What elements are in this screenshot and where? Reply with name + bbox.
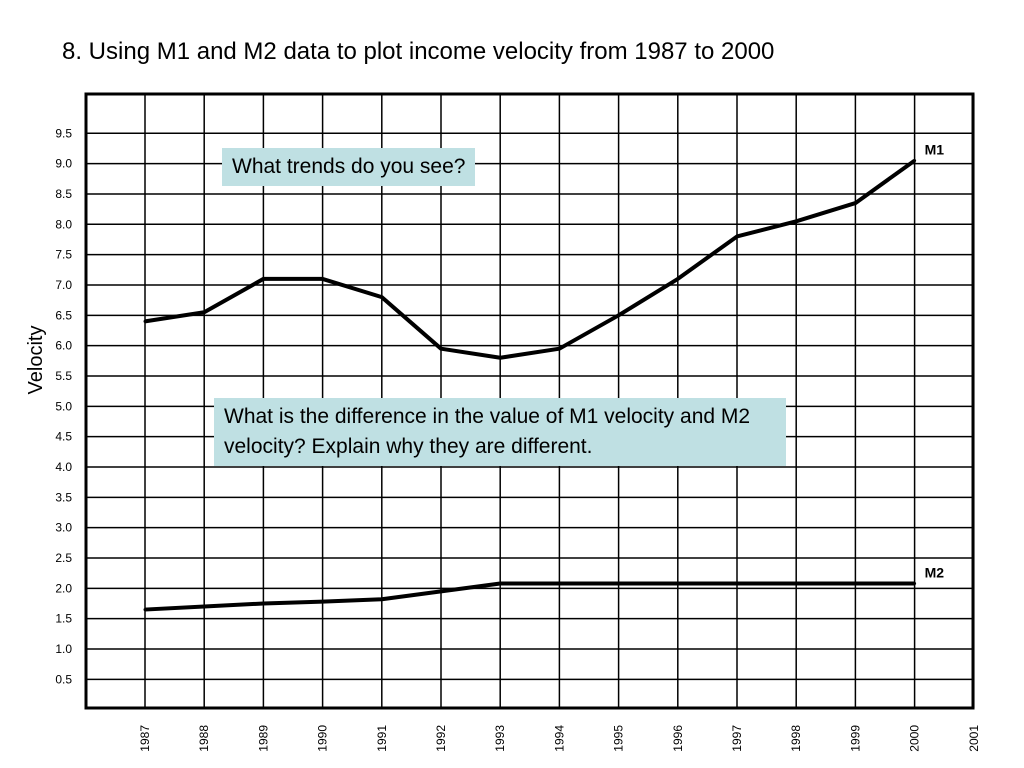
data-point-m2 xyxy=(617,581,621,585)
series-label-m1: M1 xyxy=(925,142,945,158)
x-tick-label: 1994 xyxy=(552,725,566,752)
y-tick-label: 9.5 xyxy=(55,126,72,140)
y-axis-label: Velocity xyxy=(25,326,47,395)
data-point-m2 xyxy=(913,581,917,585)
x-tick-label: 1998 xyxy=(789,725,803,752)
data-point-m1 xyxy=(321,277,325,281)
data-point-m2 xyxy=(321,600,325,604)
series-lines xyxy=(143,158,917,612)
data-point-m1 xyxy=(498,356,502,360)
y-tick-label: 1.0 xyxy=(55,642,72,656)
data-point-m1 xyxy=(380,295,384,299)
data-point-m2 xyxy=(261,601,265,605)
y-tick-label: 2.5 xyxy=(55,551,72,565)
x-tick-label: 2001 xyxy=(967,725,981,752)
y-tick-label: 9.0 xyxy=(55,157,72,171)
y-tick-label: 8.0 xyxy=(55,217,72,231)
data-point-m2 xyxy=(143,608,147,612)
data-point-m1 xyxy=(143,319,147,323)
y-tick-label: 5.5 xyxy=(55,369,72,383)
x-tick-label: 1997 xyxy=(730,725,744,752)
x-tick-label: 1988 xyxy=(197,725,211,752)
x-tick-label: 1987 xyxy=(138,725,152,752)
data-point-m1 xyxy=(439,347,443,351)
callout-difference-question: What is the difference in the value of M… xyxy=(214,398,786,466)
x-tick-label: 2000 xyxy=(908,725,922,752)
y-tick-labels: 9.5 9.0 8.5 8.0 7.5 7.0 6.5 6.0 5.5 5.0 4.5 4.0 3.5 3… xyxy=(55,126,72,686)
series-labels: M1 M2 xyxy=(925,142,945,581)
y-tick-label: 0.5 xyxy=(55,672,72,686)
data-point-m2 xyxy=(557,581,561,585)
data-point-m1 xyxy=(853,201,857,205)
series-label-m2: M2 xyxy=(925,564,945,580)
y-tick-label: 2.0 xyxy=(55,581,72,595)
x-tick-label: 1999 xyxy=(848,725,862,752)
data-point-m1 xyxy=(557,347,561,351)
y-tick-label: 7.0 xyxy=(55,278,72,292)
data-point-m2 xyxy=(498,581,502,585)
x-tick-label: 1990 xyxy=(316,725,330,752)
x-tick-label: 1996 xyxy=(671,725,685,752)
data-point-m1 xyxy=(676,277,680,281)
data-point-m1 xyxy=(735,234,739,238)
data-point-m2 xyxy=(735,581,739,585)
y-tick-label: 1.5 xyxy=(55,612,72,626)
data-point-m2 xyxy=(202,605,206,609)
data-point-m2 xyxy=(794,581,798,585)
y-tick-label: 8.5 xyxy=(55,187,72,201)
y-tick-label: 4.5 xyxy=(55,430,72,444)
x-tick-label: 1993 xyxy=(493,725,507,752)
y-tick-label: 5.0 xyxy=(55,399,72,413)
y-tick-label: 6.0 xyxy=(55,339,72,353)
series-line-m1 xyxy=(144,158,916,360)
x-tick-label: 1989 xyxy=(256,725,270,752)
data-point-m2 xyxy=(676,581,680,585)
data-point-m2 xyxy=(380,597,384,601)
data-point-m1 xyxy=(202,310,206,314)
data-point-m1 xyxy=(617,313,621,317)
callout-trends-question: What trends do you see? xyxy=(222,148,476,186)
y-tick-label: 6.5 xyxy=(55,308,72,322)
y-tick-label: 3.5 xyxy=(55,490,72,504)
x-tick-label: 1991 xyxy=(375,725,389,752)
page-title: 8. Using M1 and M2 data to plot income v… xyxy=(62,38,775,65)
x-tick-label: 1992 xyxy=(434,725,448,752)
series-line-m2 xyxy=(144,581,915,612)
x-tick-labels: 1987 1988 1989 1990 1991 1992 1993 1994 1995 1996… xyxy=(138,725,981,752)
data-point-m2 xyxy=(853,581,857,585)
data-point-m2 xyxy=(439,589,443,593)
y-tick-label: 7.5 xyxy=(55,248,72,262)
x-tick-label: 1995 xyxy=(612,725,626,752)
y-tick-label: 4.0 xyxy=(55,460,72,474)
plot-frame xyxy=(84,92,975,710)
data-point-m1 xyxy=(794,219,798,223)
data-point-m1 xyxy=(913,159,917,163)
y-tick-label: 3.0 xyxy=(55,521,72,535)
data-point-m1 xyxy=(261,277,265,281)
